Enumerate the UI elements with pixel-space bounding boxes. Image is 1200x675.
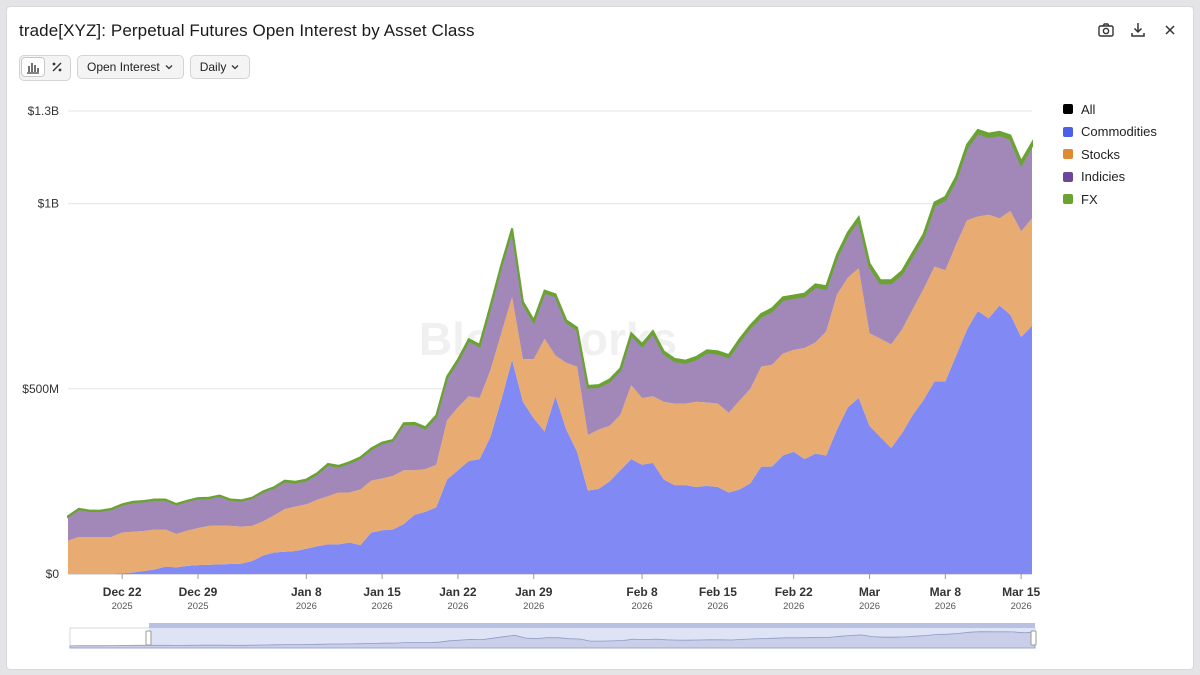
x-tick-year: 2026 [707,601,728,612]
y-tick-label: $0 [46,567,60,581]
chevron-down-icon [231,65,239,70]
legend-label: All [1081,101,1096,117]
chart-toolbar: Open Interest Daily [19,55,251,81]
x-tick-label: Jan 22 [439,585,477,599]
metric-dropdown[interactable]: Open Interest [77,55,184,79]
x-tick-label: Mar [859,585,881,599]
legend-label: Commodities [1081,124,1157,140]
x-tick-label: Jan 8 [291,585,322,599]
x-tick-year: 2026 [631,601,652,612]
stacked-areas [67,128,1033,574]
y-tick-label: $1.3B [28,104,59,118]
percent-view-button[interactable] [45,57,69,77]
chevron-down-icon [165,65,173,70]
legend-item-indicies[interactable]: Indicies [1063,166,1157,189]
chart-title: trade[XYZ]: Perpetual Futures Open Inter… [19,21,475,40]
navigator-left-handle[interactable] [145,630,152,646]
area-series-fx[interactable] [67,128,1033,519]
x-tick-year: 2026 [372,601,393,612]
range-navigator[interactable] [69,623,1037,649]
navigator-preview [69,631,1036,649]
legend-swatch [1063,149,1073,160]
y-tick-label: $1B [38,197,59,211]
navigator-right-handle[interactable] [1030,630,1037,646]
x-tick-year: 2026 [447,601,468,612]
x-tick-label: Feb 8 [626,585,658,599]
legend-swatch [1063,126,1073,137]
area-series-indicies[interactable] [68,133,1032,541]
interval-dropdown-label: Daily [199,60,227,74]
percent-icon [52,62,62,72]
chart-actions [1097,21,1179,39]
area-series-commodities[interactable] [68,305,1032,574]
x-axis: Dec 22 2025 Dec 29 2025 Jan 8 2026 Jan 15 2026 J… [103,574,1041,612]
y-axis: $0 $500M $1B $1.3B [22,104,59,581]
legend: All Commodities Stocks Indicies FX [1063,98,1157,211]
area-series-stocks[interactable] [68,211,1032,574]
interval-dropdown[interactable]: Daily [189,55,251,79]
legend-item-stocks[interactable]: Stocks [1063,143,1157,166]
x-tick-label: Jan 15 [363,585,401,599]
metric-dropdown-label: Open Interest [87,60,160,74]
x-tick-year: 2025 [187,601,208,612]
legend-item-fx[interactable]: FX [1063,188,1157,211]
legend-label: Stocks [1081,146,1121,162]
x-tick-label: Dec 29 [179,585,218,599]
bar-chart-icon [27,63,39,74]
x-tick-label: Feb 22 [775,585,813,599]
legend-swatch [1063,194,1073,205]
legend-label: Indicies [1081,169,1126,185]
view-toggle [19,55,71,81]
camera-icon[interactable] [1097,21,1115,39]
close-icon[interactable] [1161,21,1179,39]
legend-item-commodities[interactable]: Commodities [1063,121,1157,144]
x-tick-year: 2025 [112,601,133,612]
legend-label: FX [1081,191,1098,207]
legend-item-all[interactable]: All [1063,98,1157,121]
x-tick-year: 2026 [523,601,544,612]
x-tick-label: Feb 15 [699,585,737,599]
x-tick-year: 2026 [296,601,317,612]
x-tick-label: Dec 22 [103,585,142,599]
legend-swatch [1063,171,1073,182]
x-tick-label: Mar 15 [1002,585,1040,599]
x-tick-year: 2026 [783,601,804,612]
y-tick-label: $500M [22,382,59,396]
x-tick-year: 2026 [859,601,880,612]
legend-swatch [1063,104,1073,115]
x-tick-year: 2026 [1011,601,1032,612]
x-tick-label: Jan 29 [515,585,553,599]
navigator-scrollbar[interactable] [149,623,1035,628]
x-tick-year: 2026 [935,601,956,612]
x-tick-label: Mar 8 [930,585,962,599]
bar-view-button[interactable] [21,57,45,77]
download-icon[interactable] [1129,21,1147,39]
